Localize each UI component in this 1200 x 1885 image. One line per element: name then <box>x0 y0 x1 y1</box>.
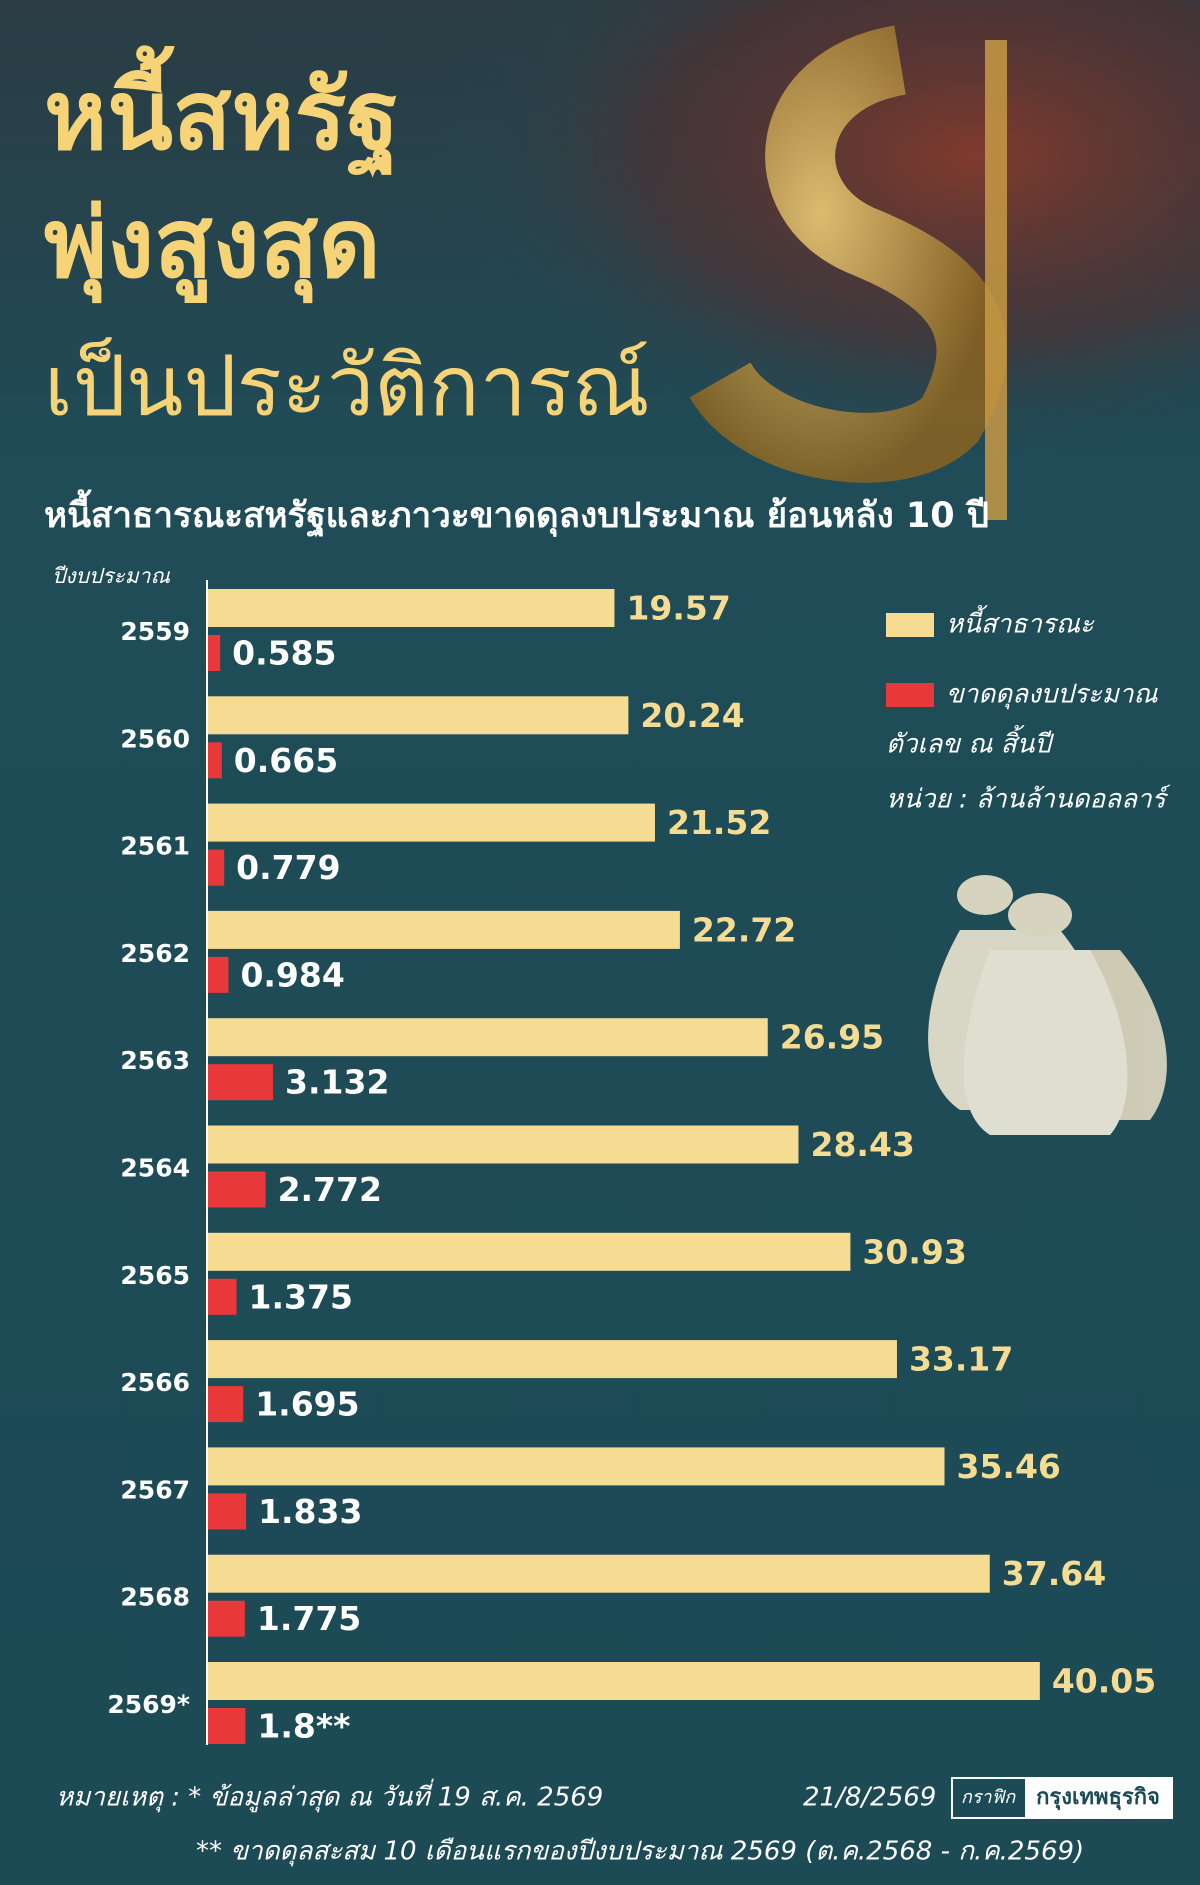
bar <box>208 1600 245 1637</box>
source-box-fill <box>1025 1778 1172 1818</box>
data-label: 40.05 <box>1052 1662 1156 1701</box>
data-label: 0.665 <box>234 741 338 780</box>
money-bags <box>928 875 1167 1135</box>
legend-label: หนี้สาธารณะ <box>946 605 1095 640</box>
bar <box>208 1708 246 1744</box>
bar <box>208 1554 990 1593</box>
bar <box>208 1171 266 1208</box>
legend-swatch <box>886 613 934 637</box>
bar <box>208 1064 274 1101</box>
bar <box>208 1018 768 1057</box>
date: 21/8/2569 <box>803 1783 936 1813</box>
footnote: ** ขาดดุลสะสม 10 เดือนแรกของปีงบประมาณ 2… <box>196 1837 1084 1867</box>
data-label: 1.695 <box>255 1385 359 1424</box>
bar <box>208 589 615 627</box>
data-label: 28.43 <box>810 1125 914 1164</box>
data-label: 1.775 <box>257 1599 361 1638</box>
bar <box>208 1340 897 1379</box>
category-label: 2564 <box>120 1154 190 1183</box>
bar <box>208 696 629 735</box>
bar <box>208 849 225 886</box>
bar <box>208 1447 945 1486</box>
dollar-bar <box>985 40 1007 520</box>
note: ตัวเลข ณ สิ้นปี <box>886 725 1054 760</box>
data-label: 0.984 <box>240 955 344 994</box>
dollar-sign <box>689 25 1007 483</box>
bar <box>208 1125 799 1164</box>
category-label: 2567 <box>120 1475 190 1504</box>
category-label: 2560 <box>120 724 190 753</box>
data-label: 20.24 <box>640 696 744 735</box>
category-label: 2562 <box>120 939 190 968</box>
data-label: 1.375 <box>249 1277 353 1316</box>
bar <box>208 1493 247 1530</box>
data-label: 1.8** <box>257 1707 350 1746</box>
bar <box>208 635 221 671</box>
category-label: 2566 <box>120 1368 190 1397</box>
category-axis-label: ปีงบประมาณ <box>52 564 170 588</box>
data-label: 37.64 <box>1002 1554 1106 1593</box>
bar <box>208 803 655 842</box>
title-line: หนี้สหรัฐ <box>44 44 399 178</box>
bar <box>208 742 222 779</box>
category-label: 2565 <box>120 1261 190 1290</box>
legend-label: ขาดดุลงบประมาณ <box>946 680 1158 710</box>
data-label: 19.57 <box>626 589 730 628</box>
data-label: 2.772 <box>278 1170 382 1209</box>
data-label: 35.46 <box>957 1447 1061 1486</box>
data-label: 22.72 <box>692 910 796 949</box>
data-label: 21.52 <box>667 803 771 842</box>
data-label: 30.93 <box>862 1232 966 1271</box>
title-line: พุ่งสูงสุด <box>44 187 381 303</box>
bar <box>208 956 229 993</box>
subtitle: หนี้สาธารณะสหรัฐและภาวะขาดดุลงบประมาณ ย้… <box>44 489 989 538</box>
bar <box>208 910 680 949</box>
data-label: 26.95 <box>780 1018 884 1057</box>
title-line: เป็นประวัติการณ์ <box>44 337 650 435</box>
source-credit: กราฟิก <box>961 1787 1016 1808</box>
category-label: 2563 <box>120 1046 190 1075</box>
category-label: 2569* <box>107 1690 190 1719</box>
data-label: 0.585 <box>232 634 336 673</box>
legend-swatch <box>886 683 934 707</box>
category-label: 2561 <box>120 832 190 861</box>
data-label: 33.17 <box>909 1340 1013 1379</box>
source-name: กรุงเทพธุรกิจ <box>1036 1785 1160 1811</box>
bar <box>208 1386 244 1423</box>
bar <box>208 1278 237 1315</box>
data-label: 1.833 <box>258 1492 362 1531</box>
bar <box>208 1662 1040 1700</box>
category-label: 2559 <box>120 617 190 646</box>
bar <box>208 1232 851 1271</box>
footnote: หมายเหตุ : * ข้อมูลล่าสุด ณ วันที่ 19 ส.… <box>56 1779 603 1813</box>
data-label: 0.779 <box>236 848 340 887</box>
note: หน่วย : ล้านล้านดอลลาร์ <box>886 785 1171 815</box>
category-label: 2568 <box>120 1583 190 1612</box>
data-label: 3.132 <box>285 1063 389 1102</box>
